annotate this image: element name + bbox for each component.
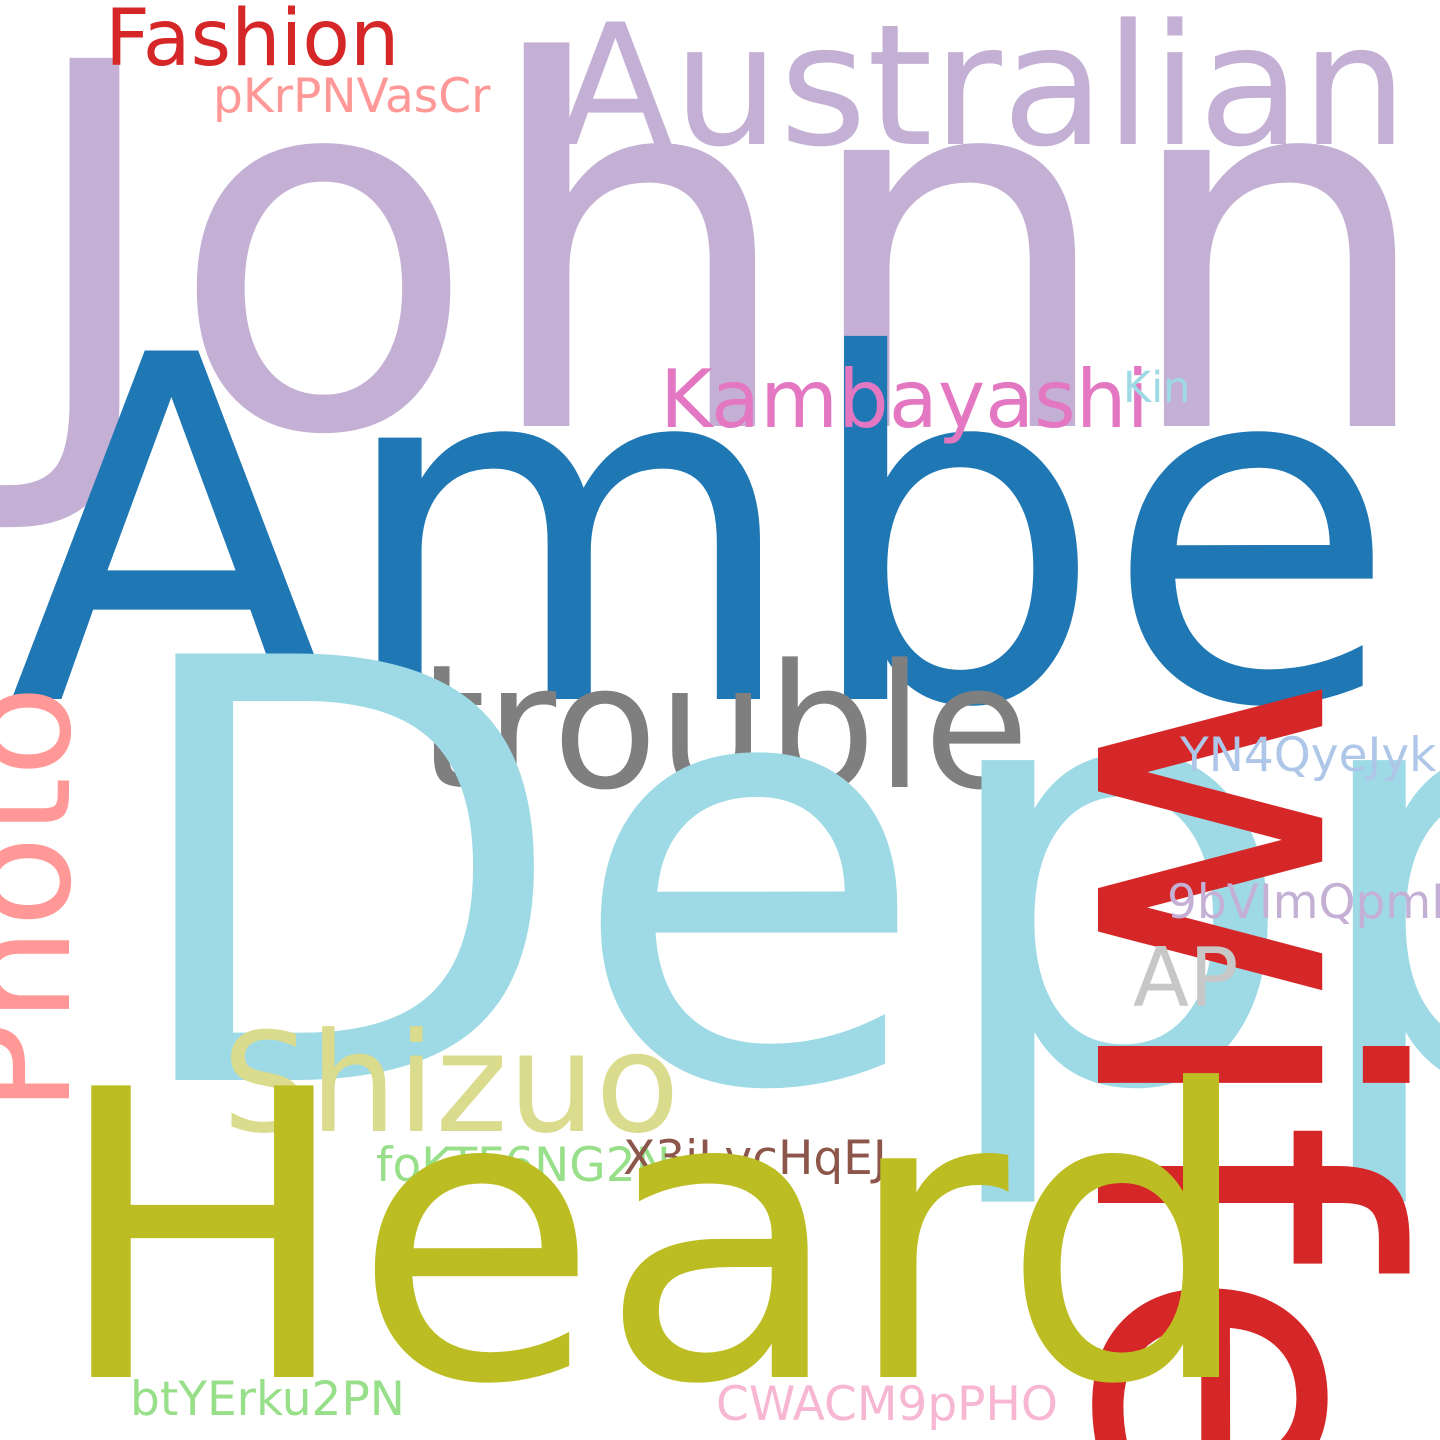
word-amber: Amber: [8, 255, 1440, 812]
word-ap: AP: [1133, 931, 1239, 1026]
word-kambayashi: Kambayashi: [660, 353, 1149, 446]
word-cwacm9ppho: CWACM9pPHO: [716, 1377, 1058, 1432]
word-depp: Depp: [118, 537, 1440, 1218]
word-9bvimqpmmh: 9bVImQpmMH: [1167, 875, 1440, 930]
word-bty: btYErku2PN: [130, 1372, 405, 1427]
word-kin: Kin: [1123, 363, 1191, 413]
word-australian: Australian: [558, 0, 1408, 184]
word-shizuo: Shizuo: [222, 1003, 680, 1164]
word-johnny: Johnny: [20, 0, 1440, 546]
word-pkrpnvascr: pKrPNVasCr: [213, 69, 491, 124]
word-yn4qyejyke: YN4QyeJykE: [1180, 728, 1440, 783]
word-trouble: trouble: [418, 627, 1030, 828]
word-heard: Heard: [52, 1007, 1256, 1440]
word-foktf6ng2n: foKTF6NG2N: [376, 1138, 671, 1193]
word-x3ilvchqej: X3iLvcHqEJ: [623, 1131, 887, 1186]
word-fashion: Fashion: [105, 0, 400, 84]
